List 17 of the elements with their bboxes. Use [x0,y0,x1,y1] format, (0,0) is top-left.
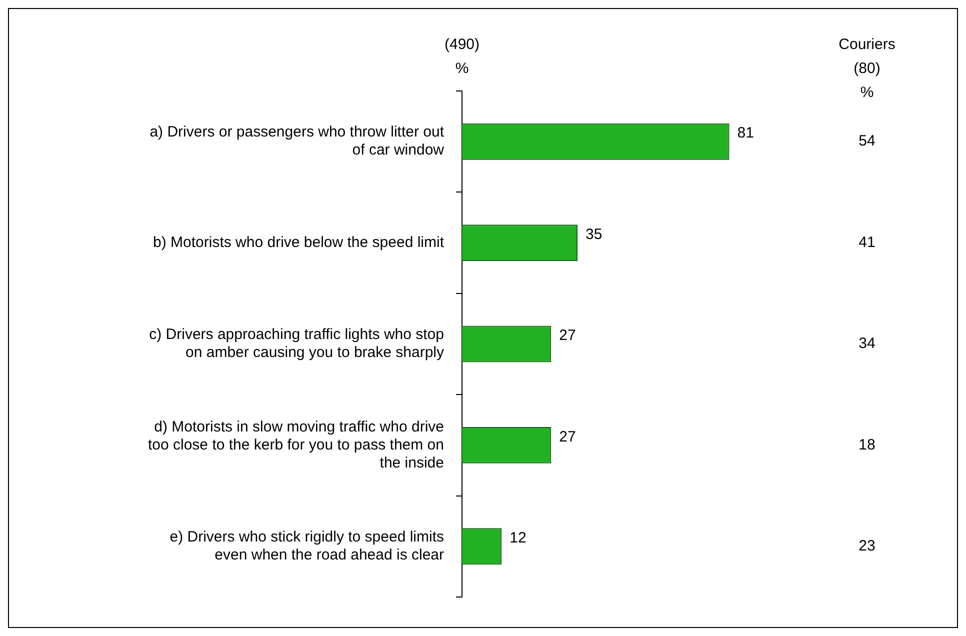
y-tick-label: e) Drivers who stick rigidly to speed limits even when the road ahead is clear [170,528,444,564]
text: 18 [858,436,876,454]
text: Couriers (80) % [838,36,896,101]
y-tick-label: d) Motorists in slow moving traffic who drive too close to the kerb for you to pass them on the inside [148,418,444,472]
text: 54 [858,132,876,150]
data-label: 81 [737,124,754,142]
text: (490) % [444,36,480,77]
data-label: 35 [586,226,602,243]
text: 34 [858,335,876,352]
y-tick-label: a) Drivers or passengers who throw litter out of car window [150,124,445,159]
y-tick-label: c) Drivers approaching traffic lights who stop on amber causing you to brake sharply [149,326,444,362]
text: 41 [858,234,876,251]
y-tick-label: b) Motorists who drive below the speed limit [153,234,445,251]
text: 23 [858,538,876,555]
data-label: 27 [559,428,576,446]
data-label: 27 [559,327,576,344]
data-label: 12 [510,530,526,547]
